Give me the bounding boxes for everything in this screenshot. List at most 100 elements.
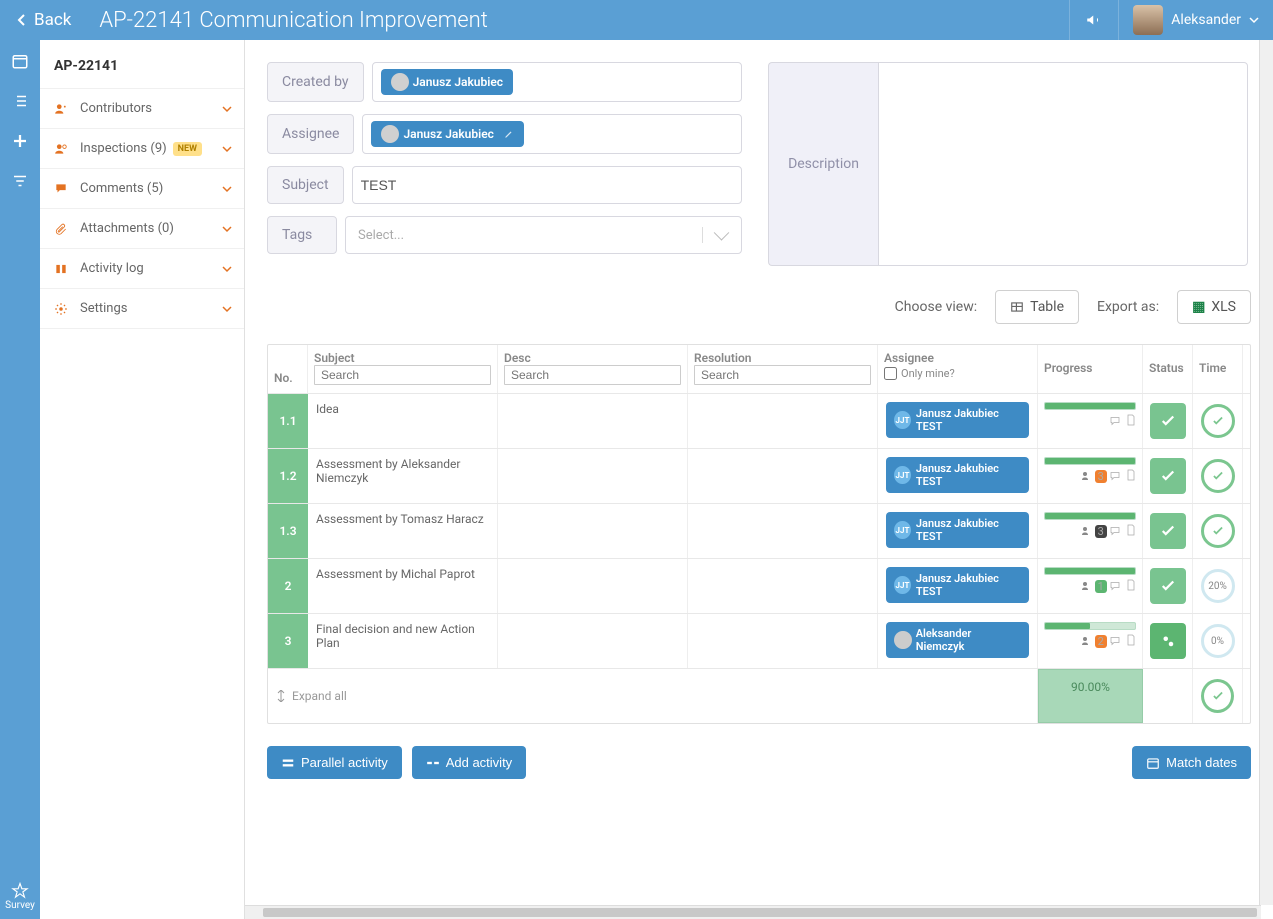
people-count-icon: 3 (1081, 525, 1107, 538)
time-check-icon (1201, 404, 1235, 438)
row-desc (498, 394, 688, 448)
row-status (1143, 449, 1193, 503)
sidebar-item-settings[interactable]: Settings (40, 289, 244, 329)
table-row[interactable]: 3Final decision and new Action PlanAleks… (268, 613, 1250, 668)
settings-icon (54, 302, 72, 316)
row-number: 2 (268, 559, 308, 613)
subject-label: Subject (267, 166, 344, 204)
row-resolution (688, 614, 878, 668)
table-icon (1010, 300, 1024, 314)
row-subject: Assessment by Aleksander Niemczyk (308, 449, 498, 503)
row-status (1143, 614, 1193, 668)
comment-icon[interactable] (1109, 526, 1121, 536)
time-check-icon (1201, 459, 1235, 493)
chevron-down-icon (222, 144, 232, 154)
col-progress: Progress (1038, 345, 1143, 393)
megaphone-icon (1085, 11, 1103, 29)
time-check-icon (1201, 514, 1235, 548)
sidebar-item-attachments[interactable]: Attachments (0) (40, 209, 244, 249)
user-menu[interactable]: Aleksander (1119, 0, 1273, 40)
header: Back AP-22141 Communication Improvement … (0, 0, 1273, 40)
expand-all-button[interactable]: Expand all (268, 669, 1038, 723)
row-assignee: Aleksander Niemczyk (878, 614, 1038, 668)
comment-icon[interactable] (1109, 636, 1121, 646)
export-xls-button[interactable]: ▦ XLS (1177, 290, 1251, 324)
comment-icon[interactable] (1109, 416, 1121, 426)
tags-select[interactable]: Select... (345, 216, 742, 254)
chevron-down-icon (222, 224, 232, 234)
parallel-icon (281, 756, 295, 770)
subject-field[interactable] (352, 166, 742, 204)
sidebar-item-comments[interactable]: Comments (5) (40, 169, 244, 209)
assignee-chip[interactable]: JJTJanusz Jakubiec TEST (886, 457, 1029, 493)
edit-icon[interactable] (504, 129, 514, 139)
row-subject: Assessment by Tomasz Haracz (308, 504, 498, 558)
table-row[interactable]: 1.1IdeaJJTJanusz Jakubiec TEST (268, 393, 1250, 448)
export-as-label: Export as: (1097, 299, 1159, 315)
back-button[interactable]: Back (0, 0, 87, 40)
description-field[interactable] (878, 62, 1248, 266)
subject-search[interactable] (314, 365, 491, 385)
sidebar-item-label: Settings (80, 301, 127, 316)
doc-icon[interactable] (1126, 469, 1136, 481)
avatar (1133, 5, 1163, 35)
announcement-button[interactable] (1069, 0, 1119, 40)
new-badge: NEW (173, 142, 202, 156)
rail-filter-icon[interactable] (11, 172, 29, 190)
table-row[interactable]: 1.2Assessment by Aleksander Niemczyk JJTJ… (268, 448, 1250, 503)
tags-label: Tags (267, 216, 337, 254)
vertical-scrollbar[interactable] (1259, 40, 1273, 905)
only-mine-checkbox[interactable]: Only mine? (884, 367, 1031, 380)
desc-search[interactable] (504, 365, 681, 385)
comment-icon[interactable] (1109, 471, 1121, 481)
created-by-value: Janusz Jakubiec (372, 62, 742, 102)
total-progress: 90.00% (1038, 669, 1143, 723)
assignee-chip[interactable]: Aleksander Niemczyk (886, 622, 1029, 658)
row-desc (498, 504, 688, 558)
match-dates-button[interactable]: Match dates (1132, 746, 1251, 779)
col-time: Time (1193, 345, 1243, 393)
assignee-badge-icon: JJT (894, 411, 911, 429)
view-table-button[interactable]: Table (995, 290, 1079, 324)
parallel-activity-button[interactable]: Parallel activity (267, 746, 402, 779)
survey-button[interactable]: Survey (5, 882, 35, 911)
assignee-chip[interactable]: JJTJanusz Jakubiec TEST (886, 567, 1029, 603)
created-by-chip[interactable]: Janusz Jakubiec (381, 69, 514, 95)
table-row[interactable]: 2Assessment by Michal PaprotJJTJanusz Ja… (268, 558, 1250, 613)
row-progress: 1 (1038, 559, 1143, 613)
assignee-chip[interactable]: JJTJanusz Jakubiec TEST (886, 512, 1029, 548)
doc-icon[interactable] (1126, 524, 1136, 536)
col-status: Status (1143, 345, 1193, 393)
sidebar: AP-22141 Contributors Inspections (9) NE… (40, 40, 245, 919)
doc-icon[interactable] (1126, 414, 1136, 426)
assignee-chip[interactable]: Janusz Jakubiec (371, 121, 524, 147)
table-row[interactable]: 1.3Assessment by Tomasz HaraczJJTJanusz … (268, 503, 1250, 558)
subject-input[interactable] (361, 177, 733, 193)
total-time-ring (1201, 679, 1234, 713)
sidebar-item-contributors[interactable]: Contributors (40, 88, 244, 129)
resolution-search[interactable] (694, 365, 871, 385)
row-desc (498, 559, 688, 613)
row-assignee: JJTJanusz Jakubiec TEST (878, 449, 1038, 503)
avatar-icon (391, 73, 409, 91)
row-progress (1038, 394, 1143, 448)
status-gear-icon (1150, 623, 1186, 659)
status-check-icon (1150, 403, 1186, 439)
add-activity-button[interactable]: Add activity (412, 746, 526, 779)
rail-add-icon[interactable] (11, 132, 29, 150)
assignee-chip[interactable]: JJTJanusz Jakubiec TEST (886, 402, 1029, 438)
rail-calendar-icon[interactable] (11, 52, 29, 70)
sidebar-item-activity[interactable]: Activity log (40, 249, 244, 289)
sidebar-item-inspections[interactable]: Inspections (9) NEW (40, 129, 244, 169)
row-assignee: JJTJanusz Jakubiec TEST (878, 559, 1038, 613)
row-number: 1.2 (268, 449, 308, 503)
people-count-icon: 3 (1081, 470, 1107, 483)
doc-icon[interactable] (1126, 579, 1136, 591)
status-check-icon (1150, 568, 1186, 604)
rail-list-icon[interactable] (11, 92, 29, 110)
assignee-badge-icon: JJT (894, 576, 911, 594)
doc-icon[interactable] (1126, 634, 1136, 646)
horizontal-scrollbar[interactable] (245, 905, 1261, 919)
comment-icon[interactable] (1109, 581, 1121, 591)
row-time (1193, 449, 1243, 503)
